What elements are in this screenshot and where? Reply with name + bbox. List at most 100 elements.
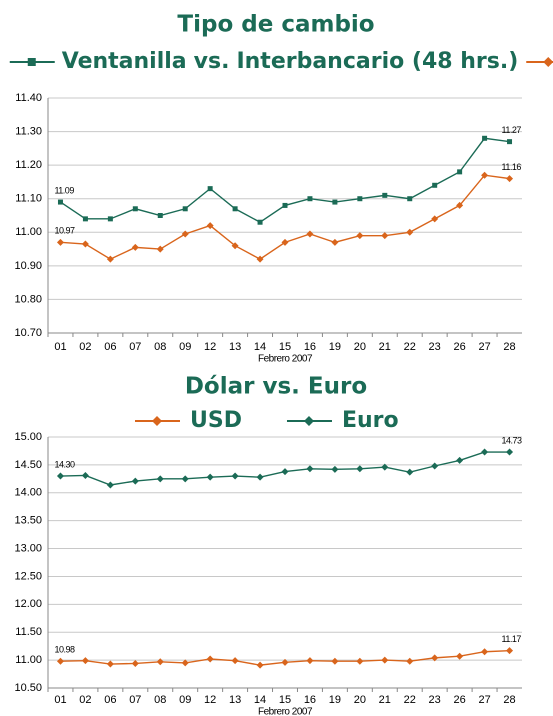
legend-label: USD (190, 408, 242, 433)
point (256, 473, 264, 481)
point (207, 186, 213, 192)
point (131, 477, 139, 485)
point (106, 660, 114, 668)
point (456, 201, 464, 209)
series-line (60, 137, 510, 224)
point (406, 468, 414, 476)
data-label: 11.27 (502, 125, 522, 135)
point (206, 473, 214, 481)
data-label: 11.17 (502, 634, 522, 644)
x-tick-label: 01 (54, 694, 66, 706)
y-tick-label: 12.50 (14, 570, 42, 582)
series-line (60, 174, 510, 260)
point (182, 206, 188, 212)
point (306, 465, 314, 473)
point (406, 657, 414, 665)
point (132, 206, 138, 212)
x-tick-label: 20 (354, 341, 366, 353)
point (81, 657, 89, 665)
x-axis-label: Febrero 2007 (258, 707, 313, 716)
point (282, 202, 288, 208)
data-label: 11.16 (502, 162, 522, 172)
point (406, 228, 414, 236)
x-tick-label: 06 (104, 341, 116, 353)
point (381, 656, 389, 664)
y-tick-label: 11.00 (15, 226, 42, 238)
point (381, 463, 389, 471)
legend-marker (303, 416, 314, 426)
y-tick-label: 10.70 (14, 327, 42, 339)
point (431, 215, 439, 223)
point (506, 448, 514, 456)
x-tick-label: 27 (478, 694, 490, 706)
x-tick-label: 14 (254, 694, 266, 706)
x-axis-label: Febrero 2007 (258, 354, 313, 365)
point (231, 472, 239, 480)
x-tick-label: 01 (54, 341, 66, 353)
legend-label: Interbancario (48 hrs.) (236, 49, 518, 74)
point (306, 230, 314, 238)
point (407, 196, 413, 202)
x-tick-label: 23 (429, 341, 441, 353)
y-tick-label: 11.00 (15, 654, 42, 666)
x-tick-label: 08 (154, 341, 166, 353)
legend: Ventanilla vs. Interbancario (48 hrs.) (62, 49, 519, 74)
point (81, 471, 89, 479)
point (156, 245, 164, 253)
legend-label: Euro (342, 408, 399, 433)
point (457, 169, 463, 175)
legend-joiner: vs. (194, 49, 230, 74)
x-tick-label: 13 (229, 694, 241, 706)
point (107, 216, 113, 222)
x-tick-label: 21 (379, 341, 391, 353)
y-tick-label: 11.20 (15, 159, 42, 171)
point (81, 240, 89, 248)
point (156, 475, 164, 483)
data-label: 10.97 (54, 226, 75, 236)
point (307, 196, 313, 202)
point (281, 468, 289, 476)
point (481, 448, 489, 456)
x-tick-label: 28 (503, 694, 515, 706)
point (482, 135, 488, 141)
x-tick-label: 12 (204, 694, 216, 706)
data-label: 11.09 (54, 185, 74, 195)
y-tick-label: 12.00 (14, 598, 42, 610)
point (257, 219, 263, 225)
point (481, 171, 489, 179)
x-tick-label: 09 (179, 341, 191, 353)
chart-title: Tipo de cambio (177, 12, 374, 38)
point (481, 648, 489, 656)
x-tick-label: 27 (478, 341, 490, 353)
point (281, 658, 289, 666)
x-tick-label: 15 (279, 694, 291, 706)
point (156, 658, 164, 666)
x-tick-label: 02 (79, 341, 91, 353)
point (181, 659, 189, 667)
point (506, 175, 514, 183)
point (131, 659, 139, 667)
data-label: 14.73 (502, 435, 523, 445)
point (431, 462, 439, 470)
point (131, 243, 139, 251)
x-tick-label: 02 (79, 694, 91, 706)
point (431, 654, 439, 662)
point (106, 481, 114, 489)
point (232, 206, 238, 212)
y-tick-label: 11.10 (15, 193, 42, 205)
point (181, 475, 189, 483)
x-tick-label: 14 (254, 341, 266, 353)
x-tick-label: 26 (454, 694, 466, 706)
x-tick-label: 13 (229, 341, 241, 353)
y-tick-label: 14.50 (14, 459, 42, 471)
point (432, 182, 438, 188)
x-tick-label: 09 (179, 694, 191, 706)
x-tick-label: 07 (129, 694, 141, 706)
point (281, 238, 289, 246)
legend-marker (543, 57, 553, 67)
point (56, 238, 64, 246)
x-tick-label: 22 (404, 341, 416, 353)
chart-title: Dólar vs. Euro (185, 374, 367, 400)
y-tick-label: 13.00 (14, 542, 42, 554)
